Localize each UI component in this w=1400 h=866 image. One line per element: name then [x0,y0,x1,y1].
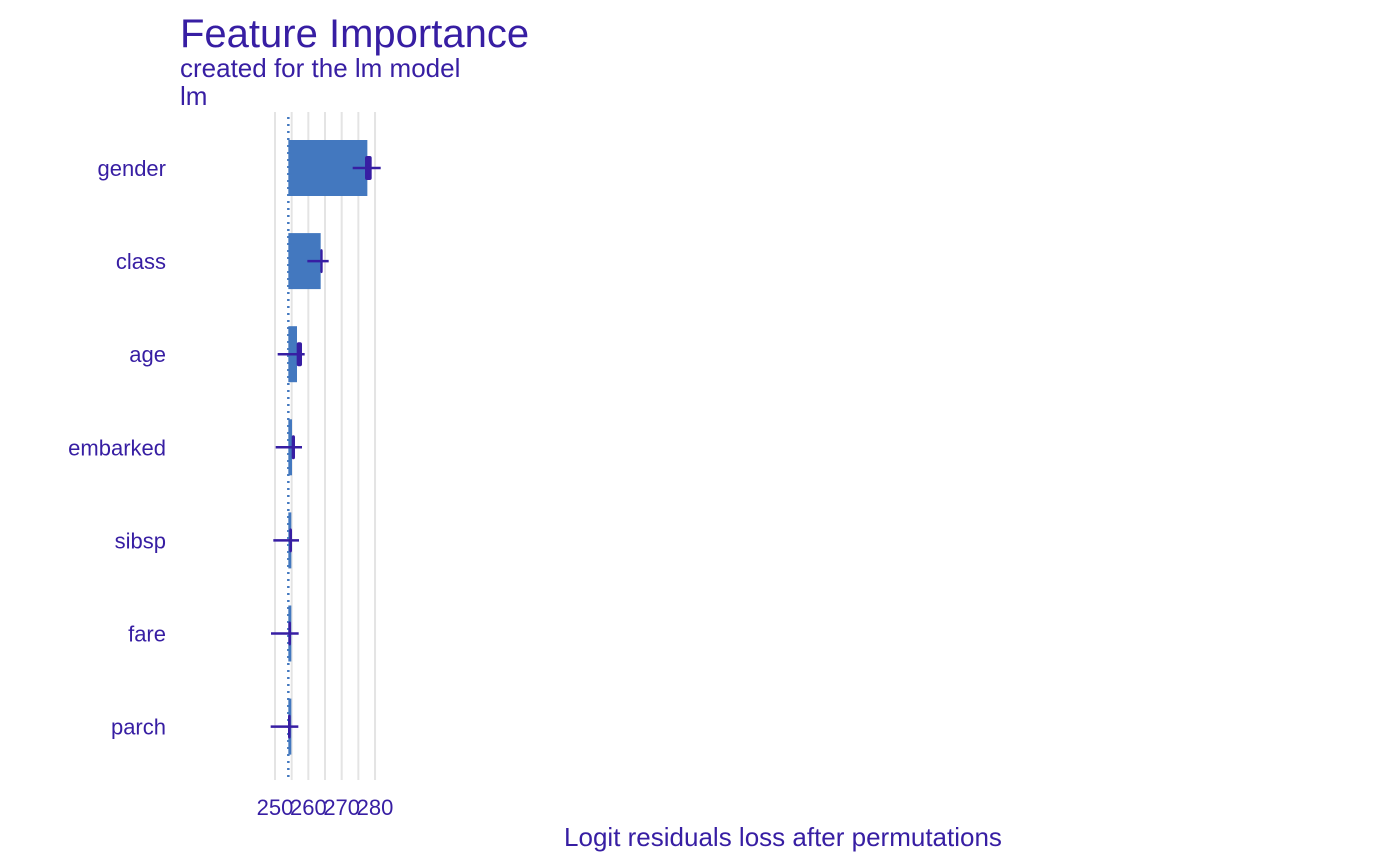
x-axis-title: Logit residuals loss after permutations [564,822,1002,852]
box [289,528,293,553]
category-label: class [116,249,166,274]
category-label: embarked [68,435,166,460]
box [288,621,292,646]
grid-layer [274,112,377,780]
category-label: fare [128,622,166,647]
box [291,435,296,460]
category-label: age [129,342,166,367]
box [288,714,291,739]
box [365,156,372,180]
box [296,342,303,367]
x-tick-label: 250 [257,795,294,820]
box [320,249,323,274]
category-label: parch [111,715,166,740]
x-tick-label: 260 [290,795,327,820]
category-label: gender [97,156,166,181]
x-tick-label: 270 [323,795,360,820]
chart-model-label: lm [180,81,208,111]
category-label: sibsp [115,528,166,553]
chart-subtitle: created for the lm model [180,53,461,83]
x-tick-label: 280 [357,795,394,820]
boxplot-layer [270,156,381,739]
chart-title: Feature Importance [180,12,530,56]
